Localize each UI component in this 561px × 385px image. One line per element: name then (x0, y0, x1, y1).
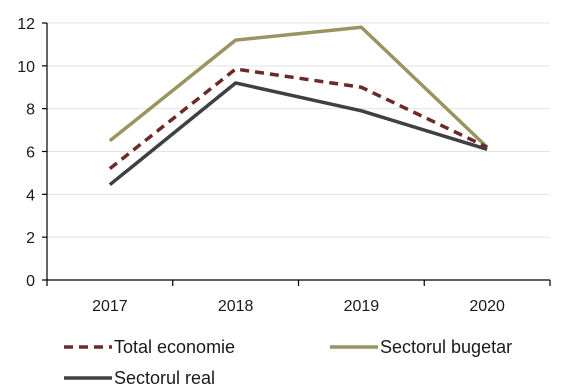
x-tick-label: 2018 (218, 298, 254, 315)
y-axis-ticks: 0 2 4 6 8 10 12 (17, 16, 47, 290)
y-tick-label: 8 (26, 102, 35, 119)
y-tick-label: 0 (26, 273, 35, 290)
y-tick-label: 12 (17, 16, 35, 33)
series-line-sectorul-bugetar (108, 25, 489, 149)
series-line-sectorul-real (108, 81, 488, 187)
x-tick-label: 2020 (469, 298, 505, 315)
x-axis-ticks: 2017 2018 2019 2020 (46, 280, 551, 315)
legend: Total economie Sectorul bugetar Sectorul r… (64, 337, 512, 385)
x-tick-label: 2019 (344, 298, 380, 315)
y-tick-label: 2 (26, 230, 35, 247)
legend-label: Sectorul real (114, 368, 215, 385)
y-tick-label: 6 (26, 145, 35, 162)
x-tick-label: 2017 (92, 298, 128, 315)
series-layer (108, 25, 489, 187)
series-line-total-economie (108, 67, 488, 171)
legend-label: Sectorul bugetar (380, 337, 512, 357)
y-tick-label: 10 (17, 59, 35, 76)
grid-lines (47, 22, 550, 238)
legend-label: Total economie (114, 337, 235, 357)
y-tick-label: 4 (26, 187, 35, 204)
